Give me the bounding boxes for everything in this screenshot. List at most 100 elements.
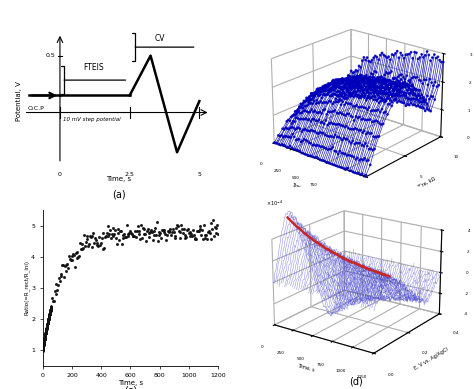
Point xyxy=(179,230,187,236)
Point xyxy=(42,327,50,333)
Point xyxy=(39,344,47,350)
Point xyxy=(47,304,55,310)
Point xyxy=(197,223,204,230)
Point xyxy=(45,313,53,319)
Point xyxy=(104,233,111,239)
Point xyxy=(128,231,136,237)
Point xyxy=(46,312,53,319)
Point xyxy=(95,234,103,240)
Point xyxy=(45,317,52,323)
Point xyxy=(81,243,89,249)
Point xyxy=(121,234,129,240)
Point xyxy=(44,321,51,327)
Point xyxy=(133,228,141,234)
Point xyxy=(159,227,166,233)
Point xyxy=(39,345,46,352)
Point xyxy=(47,305,55,311)
Point xyxy=(39,343,47,349)
Point xyxy=(40,338,48,345)
Point xyxy=(45,314,53,320)
Point xyxy=(47,305,55,311)
Point xyxy=(131,228,139,234)
Point xyxy=(47,307,55,313)
Point xyxy=(44,317,52,323)
Point xyxy=(41,333,49,339)
Point xyxy=(46,312,53,318)
Point xyxy=(46,308,54,315)
Text: CV: CV xyxy=(155,34,165,43)
Point xyxy=(44,320,52,326)
Point xyxy=(46,313,53,319)
Point xyxy=(47,304,55,310)
Point xyxy=(157,235,165,241)
Point xyxy=(185,230,192,236)
Point xyxy=(41,336,48,342)
Point xyxy=(47,305,55,312)
Point xyxy=(39,343,47,350)
Point xyxy=(45,317,52,323)
Point xyxy=(42,330,49,336)
X-axis label: Time, s: Time, s xyxy=(118,380,143,385)
Point xyxy=(149,237,156,243)
Point xyxy=(39,342,47,348)
Point xyxy=(47,306,55,312)
Point xyxy=(191,235,199,241)
Point xyxy=(39,347,46,353)
Point xyxy=(43,323,51,329)
Point xyxy=(71,264,79,270)
Point xyxy=(61,263,69,269)
Point xyxy=(41,335,49,341)
Point xyxy=(43,324,50,330)
Point xyxy=(43,323,51,329)
Point xyxy=(42,328,50,334)
Point xyxy=(64,265,72,271)
Point xyxy=(47,305,55,311)
Point xyxy=(170,229,177,235)
Point xyxy=(163,232,171,238)
Point xyxy=(43,324,51,331)
Point xyxy=(136,231,143,237)
Point xyxy=(105,231,113,238)
Point xyxy=(39,346,46,352)
Point xyxy=(83,233,91,239)
Point xyxy=(46,310,54,317)
Point xyxy=(39,347,46,353)
Point xyxy=(69,251,77,257)
Point xyxy=(44,319,52,325)
Point xyxy=(41,336,48,342)
Point xyxy=(41,337,48,343)
Point xyxy=(40,342,47,348)
Text: 0.5: 0.5 xyxy=(46,53,56,58)
Point xyxy=(49,298,57,305)
Point xyxy=(46,309,54,315)
Point xyxy=(105,223,112,229)
Point xyxy=(89,244,96,250)
Point xyxy=(39,343,47,349)
Point xyxy=(46,312,53,318)
Point xyxy=(40,341,47,347)
Point xyxy=(41,336,48,342)
Text: FTEIS: FTEIS xyxy=(83,63,104,72)
Point xyxy=(45,315,53,322)
Point xyxy=(127,230,135,236)
Point xyxy=(60,273,68,280)
Point xyxy=(46,309,54,315)
Point xyxy=(53,281,60,287)
X-axis label: Time, s: Time, s xyxy=(106,177,131,182)
Point xyxy=(41,335,48,342)
Point xyxy=(40,338,48,344)
Point xyxy=(46,307,54,314)
Point xyxy=(46,310,54,316)
Point xyxy=(88,233,95,239)
Point xyxy=(195,228,202,235)
Point xyxy=(45,315,53,321)
Point xyxy=(42,330,49,336)
Point xyxy=(45,315,52,322)
Point xyxy=(47,304,55,310)
Point xyxy=(43,326,50,332)
Point xyxy=(47,303,55,309)
Point xyxy=(45,317,52,324)
Point xyxy=(41,333,49,339)
Point xyxy=(213,222,221,228)
Point xyxy=(62,268,70,274)
